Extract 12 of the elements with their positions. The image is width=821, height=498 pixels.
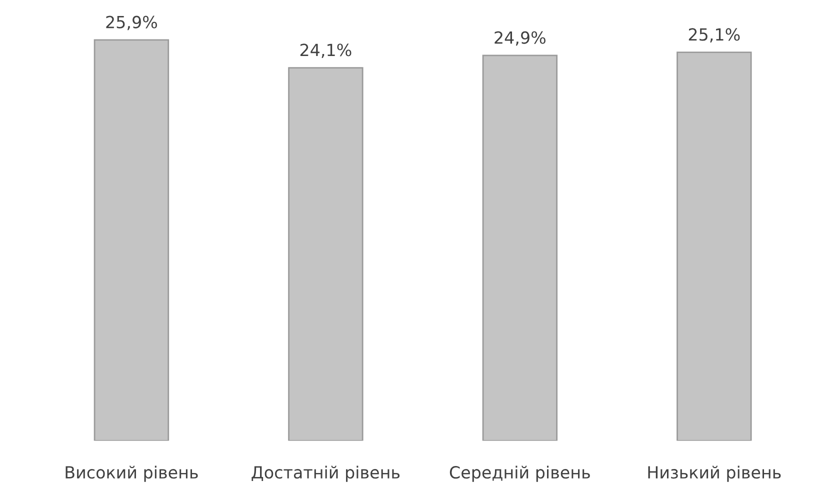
bar (482, 54, 558, 441)
x-tick-label: Низький рівень (648, 466, 781, 482)
data-label: 25,9% (106, 16, 158, 30)
bar (288, 67, 364, 441)
data-label: 25,1% (688, 28, 740, 42)
x-tick-label: Середній рівень (450, 466, 590, 482)
data-label: 24,1% (300, 44, 352, 58)
bar (676, 52, 752, 441)
x-tick-label: Достатній рівень (252, 466, 400, 482)
bar (94, 39, 170, 441)
x-tick-label: Високий рівень (66, 466, 198, 482)
data-label: 24,9% (494, 31, 546, 46)
